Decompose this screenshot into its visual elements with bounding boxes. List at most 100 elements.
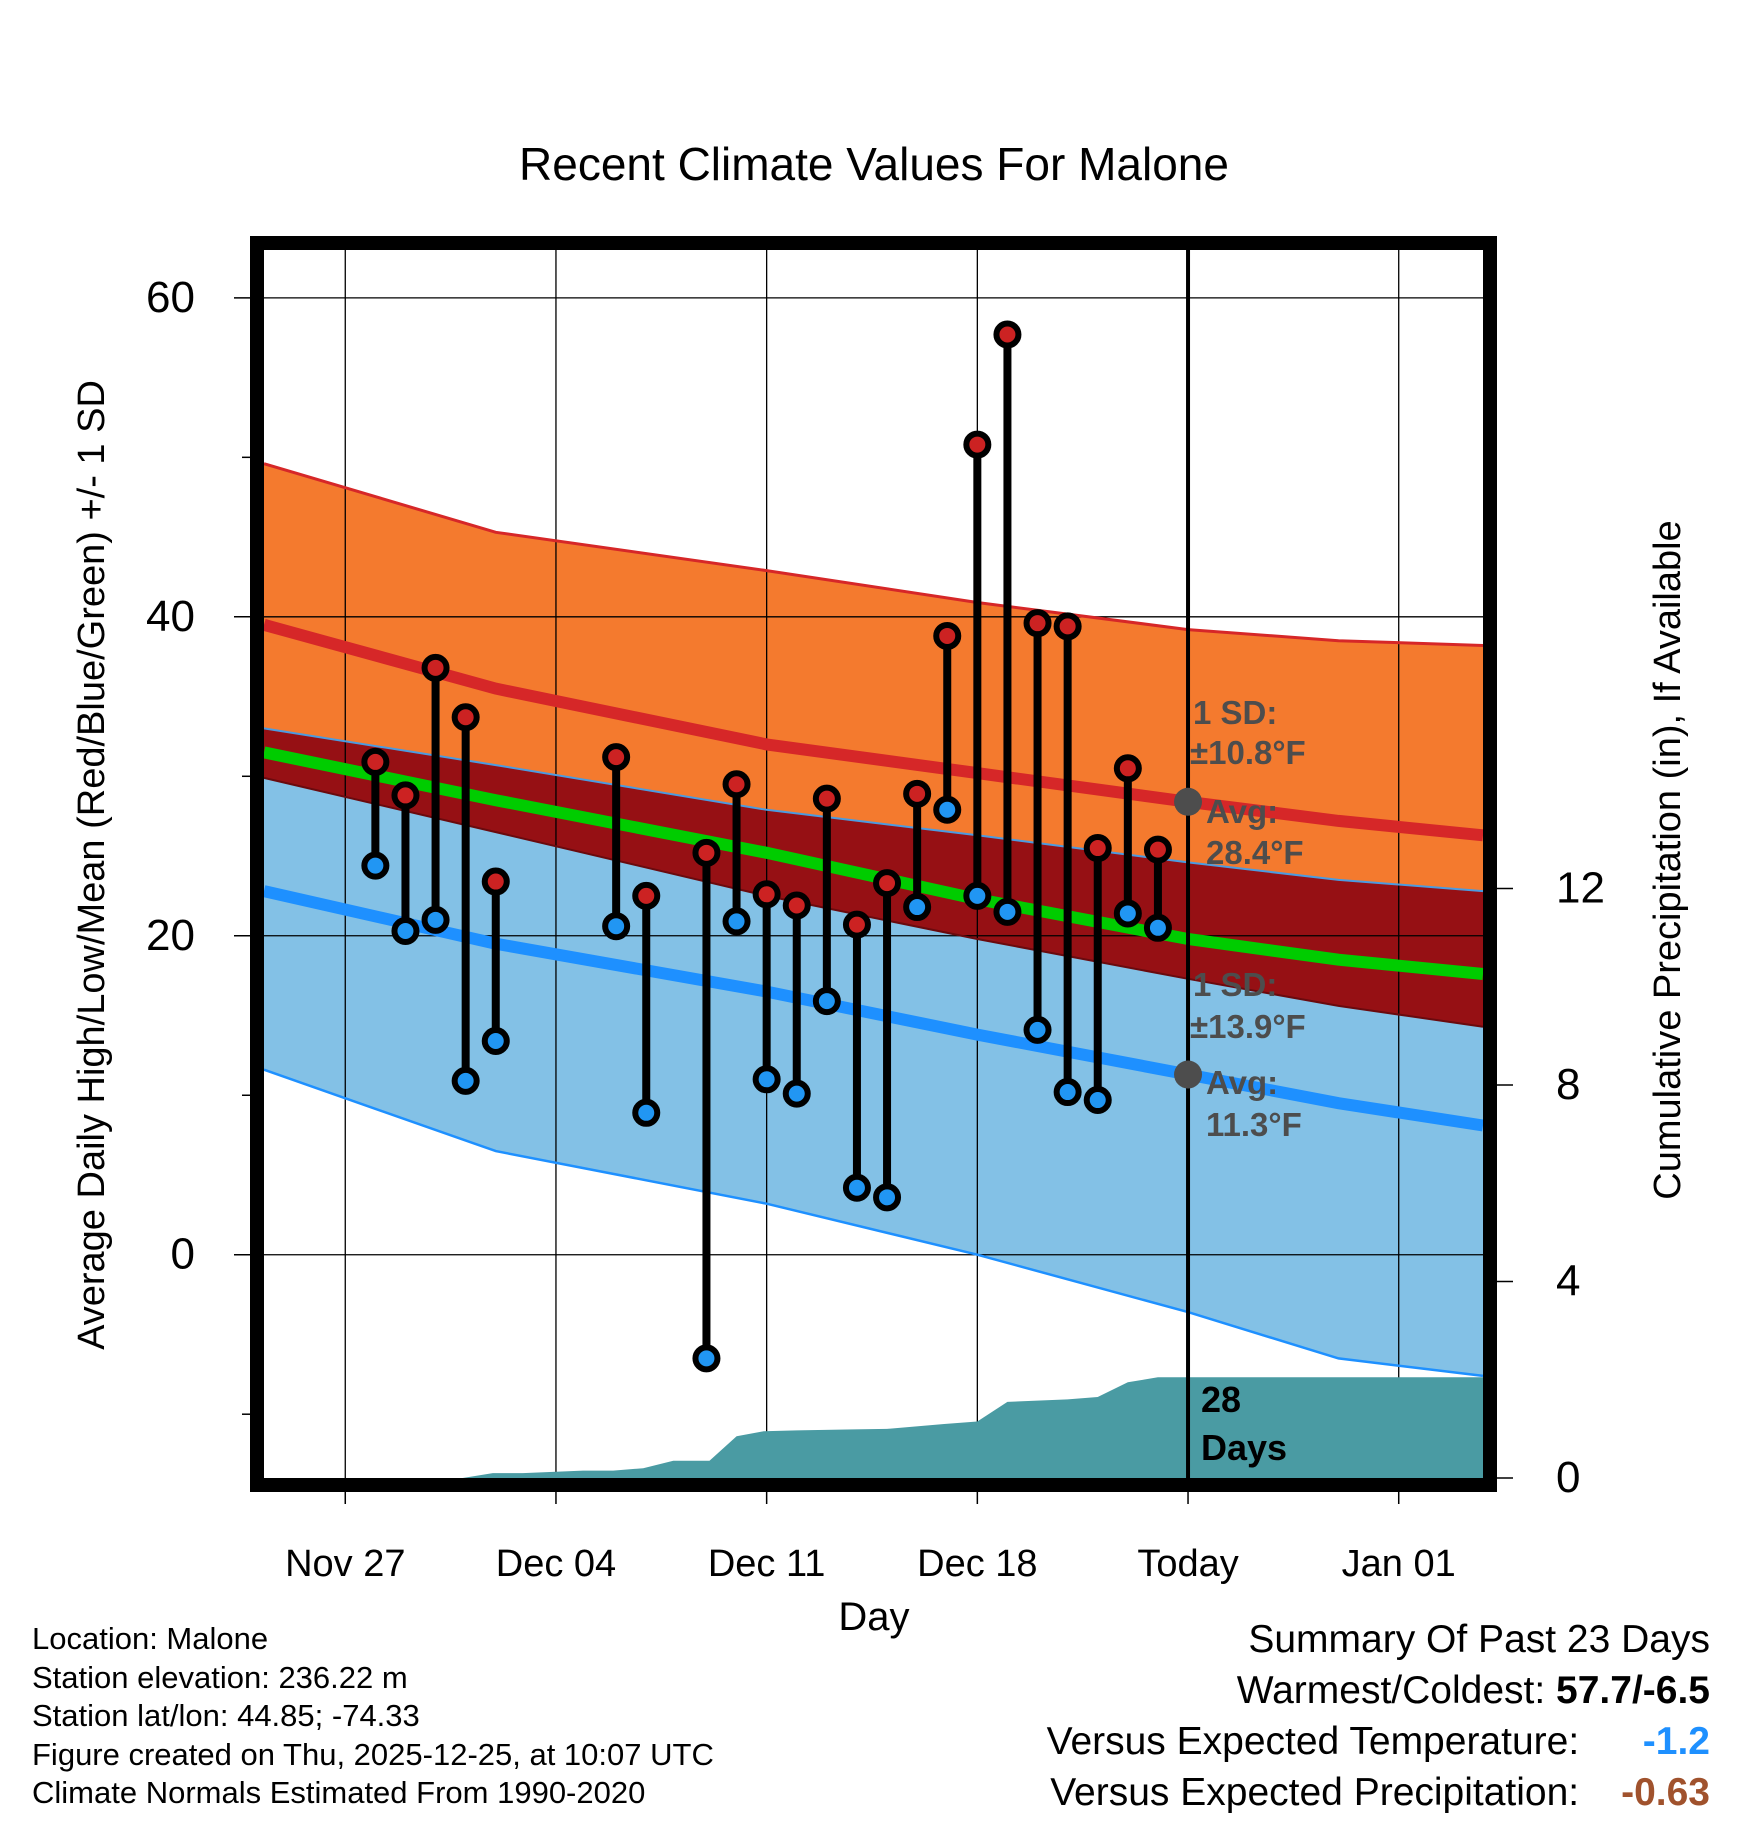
- x-tick-label: Nov 27: [285, 1543, 405, 1585]
- high-point: [1053, 612, 1082, 641]
- high-point: [1083, 834, 1112, 863]
- high-point: [421, 653, 450, 682]
- low-point: [692, 1344, 721, 1373]
- y2-tick-label: 4: [1556, 1257, 1580, 1306]
- elevation-text: Station elevation: 236.22 m: [32, 1659, 408, 1695]
- x-tick-label: Today: [1137, 1543, 1238, 1585]
- low-point: [632, 1098, 661, 1127]
- high-point: [963, 430, 992, 459]
- high-point: [782, 891, 811, 920]
- high-point: [842, 910, 871, 939]
- warmest-label: Warmest/Coldest:: [1236, 1669, 1546, 1712]
- warmest-value: 57.7/-6.5: [1556, 1669, 1710, 1712]
- summary-panel: Summary Of Past 23 Days Warmest/Coldest:…: [1047, 1614, 1710, 1818]
- low-sd-band: [264, 777, 1483, 1376]
- high-point: [481, 867, 510, 896]
- low-avg-label: Avg:: [1206, 1064, 1278, 1101]
- station-info: Location: Malone Station elevation: 236.…: [32, 1620, 714, 1813]
- summary-warmest-row: Warmest/Coldest: 57.7/-6.5: [1047, 1665, 1710, 1716]
- high-point: [361, 747, 390, 776]
- y2-axis-label: Cumulative Precipitation (in), If Availa…: [1647, 520, 1689, 1199]
- low-point: [1083, 1086, 1112, 1115]
- low-upper-line: [263, 776, 1484, 1028]
- low-avg-marker: [1174, 1060, 1203, 1089]
- low-point: [421, 905, 450, 934]
- low-point: [1053, 1078, 1082, 1107]
- y-axis-label: Average Daily High/Low/Mean (Red/Blue/Gr…: [71, 380, 113, 1350]
- low-point: [602, 912, 631, 941]
- y-tick-label: 40: [146, 592, 195, 641]
- x-tick-label: Dec 18: [917, 1543, 1037, 1585]
- x-tick-label: Jan 01: [1342, 1543, 1456, 1585]
- high-point: [752, 880, 781, 909]
- high-sd-label: 1 SD:: [1193, 694, 1277, 731]
- high-point: [602, 743, 631, 772]
- low-point: [481, 1027, 510, 1056]
- normals-text: Climate Normals Estimated From 1990-2020: [32, 1775, 646, 1810]
- x-axis-label: Day: [838, 1595, 909, 1639]
- low-point: [1023, 1015, 1052, 1044]
- location-text: Location: Malone: [32, 1621, 269, 1656]
- low-point: [873, 1183, 902, 1212]
- high-point: [451, 703, 480, 732]
- low-point: [451, 1066, 480, 1095]
- high-point: [722, 770, 751, 799]
- precip-value: -0.63: [1621, 1771, 1710, 1814]
- summary-precip-row: Versus Expected Precipitation: -0.63: [1047, 1767, 1710, 1818]
- low-sd-value: ±13.9°F: [1190, 1008, 1306, 1045]
- low-point: [782, 1079, 811, 1108]
- x-tick-label: Dec 11: [708, 1543, 826, 1585]
- high-point: [692, 838, 721, 867]
- high-point: [1023, 609, 1052, 638]
- low-point: [903, 893, 932, 922]
- high-avg-marker: [1174, 787, 1203, 816]
- low-point: [752, 1065, 781, 1094]
- high-point: [391, 781, 420, 810]
- summary-temp-row: Versus Expected Temperature: -1.2: [1047, 1716, 1710, 1767]
- low-point: [963, 881, 992, 910]
- high-point: [812, 784, 841, 813]
- high-sd-value: ±10.8°F: [1190, 734, 1306, 771]
- days-word-label: Days: [1201, 1427, 1287, 1468]
- high-point: [903, 779, 932, 808]
- low-point: [842, 1173, 871, 1202]
- plot-frame: [250, 236, 1497, 1492]
- y-tick-label: 20: [146, 911, 195, 960]
- high-sd-band: [264, 463, 1483, 892]
- high-point: [933, 621, 962, 650]
- y2-tick-label: 0: [1556, 1453, 1580, 1502]
- high-avg-value: 28.4°F: [1206, 834, 1304, 871]
- x-tick-label: Dec 04: [496, 1543, 616, 1585]
- high-point: [1143, 835, 1172, 864]
- low-point: [933, 795, 962, 824]
- precip-label: Versus Expected Precipitation:: [1050, 1771, 1580, 1814]
- days-count-label: 28: [1201, 1379, 1241, 1420]
- low-point: [391, 916, 420, 945]
- y-tick-label: 60: [146, 273, 195, 322]
- temp-value: -1.2: [1642, 1720, 1710, 1763]
- temp-label: Versus Expected Temperature:: [1046, 1720, 1580, 1763]
- y-tick-label: 0: [171, 1230, 195, 1279]
- low-avg-value: 11.3°F: [1206, 1106, 1302, 1143]
- y2-tick-label: 8: [1556, 1060, 1580, 1109]
- low-lower-line: [263, 1068, 1484, 1378]
- high-avg-label: Avg:: [1206, 793, 1278, 830]
- low-point: [993, 897, 1022, 926]
- high-point: [993, 320, 1022, 349]
- low-point: [722, 907, 751, 936]
- high-point: [632, 881, 661, 910]
- low-point: [1113, 899, 1142, 928]
- low-point: [812, 987, 841, 1016]
- chart-title: Recent Climate Values For Malone: [519, 138, 1229, 190]
- created-text: Figure created on Thu, 2025-12-25, at 10…: [32, 1736, 714, 1772]
- precip-area: [462, 1377, 1483, 1480]
- y2-tick-label: 12: [1556, 864, 1605, 913]
- high-point: [873, 869, 902, 898]
- low-point: [361, 851, 390, 880]
- low-point: [1143, 913, 1172, 942]
- summary-title: Summary Of Past 23 Days: [1248, 1618, 1710, 1661]
- low-sd-label: 1 SD:: [1193, 966, 1277, 1003]
- latlon-text: Station lat/lon: 44.85; -74.33: [32, 1698, 420, 1733]
- high-point: [1113, 754, 1142, 783]
